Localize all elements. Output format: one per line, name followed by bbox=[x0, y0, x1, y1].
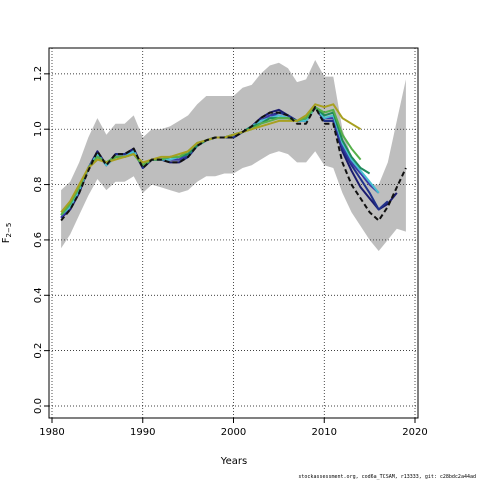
footer-credit: stockassessment.org, cod6a_TCSAM, r13333… bbox=[298, 474, 476, 480]
y-axis-title-main: F bbox=[1, 237, 12, 243]
y-tick-label: 1.2 bbox=[33, 66, 44, 82]
series-line-7 bbox=[60, 103, 362, 213]
x-tick-label: 1980 bbox=[39, 427, 64, 438]
y-tick-label: 0.0 bbox=[33, 398, 44, 414]
series-line-8 bbox=[60, 106, 407, 222]
series-lines bbox=[60, 103, 407, 222]
x-axis: 1980 1990 2000 2010 2020 bbox=[39, 418, 428, 438]
x-tick-label: 2000 bbox=[221, 427, 246, 438]
y-tick-label: 0.2 bbox=[33, 343, 44, 359]
x-tick-label: 2010 bbox=[312, 427, 337, 438]
y-tick-label: 0.6 bbox=[33, 232, 44, 248]
y-axis: 0.0 0.2 0.4 0.6 0.8 1.0 1.2 bbox=[33, 66, 49, 414]
x-tick-label: 2020 bbox=[402, 427, 427, 438]
confidence-band bbox=[61, 60, 406, 251]
band-area bbox=[61, 60, 406, 251]
y-axis-title: F2−5 bbox=[1, 223, 13, 244]
y-tick-label: 0.4 bbox=[33, 287, 44, 303]
x-axis-title: Years bbox=[220, 456, 247, 467]
y-tick-label: 0.8 bbox=[33, 177, 44, 193]
y-tick-label: 1.0 bbox=[33, 121, 44, 137]
y-axis-title-subscript: 2−5 bbox=[5, 223, 13, 238]
x-tick-label: 1990 bbox=[130, 427, 155, 438]
